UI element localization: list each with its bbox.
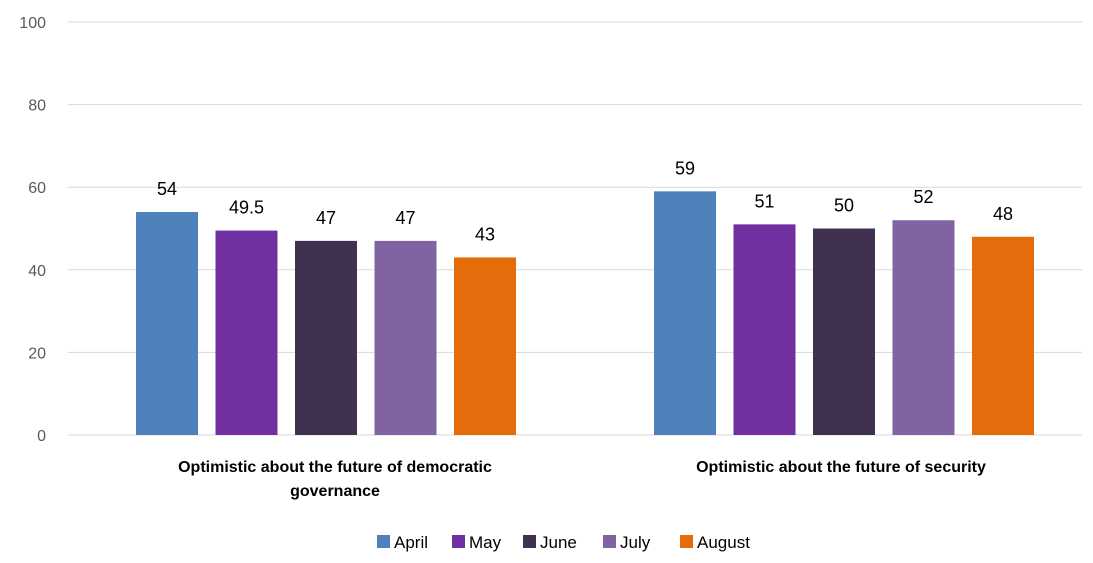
data-label: 47 bbox=[395, 208, 415, 228]
bar-june-2 bbox=[813, 228, 875, 435]
bar-june-1 bbox=[295, 240, 357, 435]
category-labels: Optimistic about the future of democrati… bbox=[178, 459, 986, 500]
legend-label: August bbox=[697, 533, 750, 552]
y-tick-label: 80 bbox=[28, 98, 46, 115]
legend-swatch bbox=[603, 535, 616, 548]
legend: April May June July August bbox=[377, 533, 750, 552]
category-label: Optimistic about the future of security bbox=[696, 459, 986, 476]
data-labels: 54 59 49.5 51 47 50 47 52 43 48 bbox=[157, 158, 1013, 244]
data-label: 48 bbox=[993, 204, 1013, 224]
legend-label: June bbox=[540, 533, 577, 552]
data-label: 50 bbox=[834, 196, 854, 216]
data-label: 52 bbox=[913, 187, 933, 207]
data-label: 43 bbox=[475, 224, 495, 244]
bars bbox=[136, 191, 1034, 435]
y-tick-label: 100 bbox=[19, 15, 46, 32]
legend-item-june: June bbox=[523, 533, 577, 552]
category-label: Optimistic about the future of democrati… bbox=[178, 459, 492, 500]
bar-april-1 bbox=[136, 211, 198, 435]
data-label: 47 bbox=[316, 208, 336, 228]
legend-label: May bbox=[469, 533, 502, 552]
data-label: 51 bbox=[754, 191, 774, 211]
data-label: 54 bbox=[157, 179, 177, 199]
legend-item-august: August bbox=[680, 533, 750, 552]
data-label: 59 bbox=[675, 158, 695, 178]
legend-swatch bbox=[377, 535, 390, 548]
data-label: 49.5 bbox=[229, 198, 264, 218]
legend-item-may: May bbox=[452, 533, 502, 552]
legend-swatch bbox=[452, 535, 465, 548]
y-tick-label: 60 bbox=[28, 180, 46, 197]
y-tick-label: 20 bbox=[28, 345, 46, 362]
legend-item-april: April bbox=[377, 533, 428, 552]
bar-august-2 bbox=[972, 236, 1034, 435]
legend-item-july: July bbox=[603, 533, 651, 552]
y-axis-ticks: 0 20 40 60 80 100 bbox=[19, 15, 46, 445]
bar-august-1 bbox=[454, 257, 516, 435]
y-tick-label: 0 bbox=[37, 428, 46, 445]
legend-swatch bbox=[680, 535, 693, 548]
bar-july-1 bbox=[374, 240, 437, 435]
legend-label: April bbox=[394, 533, 428, 552]
y-tick-label: 40 bbox=[28, 263, 46, 280]
bar-july-2 bbox=[892, 220, 955, 435]
bar-may-2 bbox=[733, 224, 796, 435]
legend-label: July bbox=[620, 533, 651, 552]
legend-swatch bbox=[523, 535, 536, 548]
bar-april-2 bbox=[654, 191, 716, 435]
bar-may-1 bbox=[215, 230, 278, 435]
